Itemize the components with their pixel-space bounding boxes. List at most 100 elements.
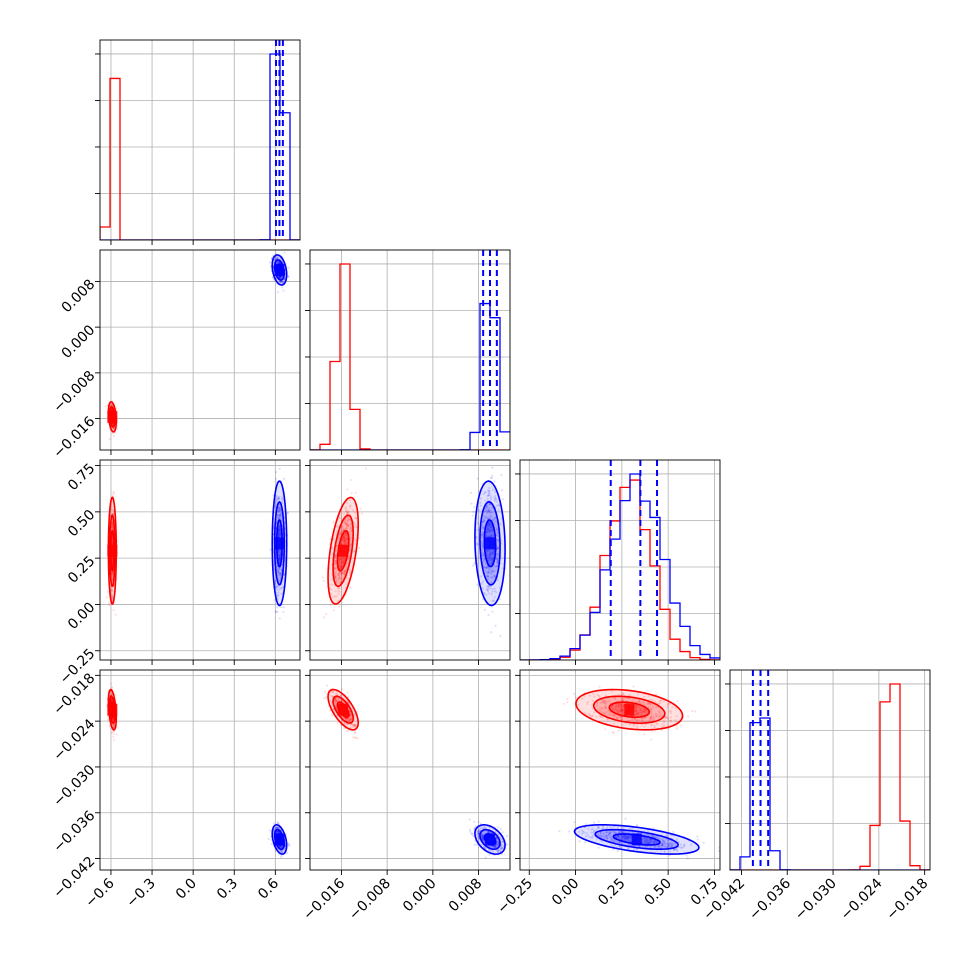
scatter-point <box>278 558 282 561</box>
scatter-point <box>325 695 328 699</box>
scatter-point <box>482 520 485 523</box>
scatter-point <box>485 535 488 538</box>
scatter-point <box>334 692 338 696</box>
scatter-point <box>493 520 497 523</box>
scatter-point <box>348 498 351 502</box>
scatter-point <box>498 504 501 508</box>
scatter-point <box>334 533 337 536</box>
scatter-point <box>110 403 113 406</box>
scatter-point <box>487 566 490 569</box>
scatter-point <box>110 731 113 734</box>
scatter-point <box>500 843 503 846</box>
scatter-point <box>275 586 278 589</box>
scatter-point <box>495 498 498 501</box>
scatter-point <box>278 275 281 279</box>
scatter-point <box>278 276 281 279</box>
contour-line <box>483 519 497 568</box>
scatter-point <box>278 530 281 533</box>
scatter-point <box>487 494 491 497</box>
scatter-point <box>341 524 344 528</box>
scatter-point <box>335 530 339 533</box>
scatter-point <box>489 528 492 532</box>
scatter-point <box>111 493 114 497</box>
scatter-point <box>495 564 498 567</box>
panel-0-3 <box>99 669 301 871</box>
scatter-point <box>342 721 346 725</box>
scatter-point <box>278 257 282 260</box>
scatter-point <box>278 567 281 570</box>
scatter-point <box>497 850 500 853</box>
scatter-point <box>498 597 501 601</box>
scatter-point <box>351 723 354 726</box>
scatter-point <box>499 523 502 526</box>
scatter-point <box>278 509 281 512</box>
scatter-point <box>487 529 490 532</box>
scatter-point <box>488 523 491 526</box>
scatter-point <box>348 556 351 559</box>
scatter-point <box>326 684 329 687</box>
scatter-point <box>488 571 491 574</box>
scatter-point <box>484 566 487 569</box>
scatter-point <box>340 560 343 564</box>
scatter-point <box>111 587 114 591</box>
scatter-point <box>268 261 272 264</box>
scatter-point <box>487 831 490 834</box>
scatter-point <box>278 571 282 575</box>
scatter-point <box>364 467 368 470</box>
scatter-point <box>334 555 337 558</box>
scatter-point <box>493 575 496 578</box>
scatter-point <box>483 519 486 522</box>
scatter-point <box>476 477 479 480</box>
scatter-point <box>484 499 487 502</box>
scatter-point <box>496 553 499 556</box>
scatter-point <box>339 558 342 561</box>
scatter-point <box>282 610 285 614</box>
scatter-point <box>487 510 490 514</box>
scatter-point <box>277 532 280 536</box>
scatter-point <box>473 820 476 824</box>
scatter-point <box>339 694 342 697</box>
scatter-point <box>358 537 361 540</box>
scatter-point <box>110 525 114 528</box>
scatter-point <box>347 524 350 527</box>
scatter-point <box>480 835 484 838</box>
scatter-point <box>490 535 493 538</box>
scatter-point <box>491 548 495 552</box>
scatter-point <box>482 521 485 524</box>
scatter-point <box>338 605 341 608</box>
scatter-point <box>276 826 279 829</box>
scatter-point <box>481 542 484 545</box>
scatter-point <box>338 587 341 590</box>
scatter-point <box>491 519 494 522</box>
scatter-point <box>278 513 282 517</box>
scatter-point <box>481 834 485 837</box>
scatter-point <box>109 682 112 685</box>
scatter-point <box>279 849 282 852</box>
scatter-point <box>280 276 283 280</box>
contour-line <box>474 480 506 607</box>
scatter-point <box>340 572 343 575</box>
scatter-point <box>277 506 280 509</box>
scatter-point <box>110 693 113 696</box>
scatter-point <box>339 532 343 535</box>
scatter-point <box>279 532 282 535</box>
scatter-point <box>492 599 495 602</box>
scatter-point <box>111 526 114 529</box>
scatter-point <box>496 559 499 562</box>
scatter-point <box>352 550 355 553</box>
scatter-point <box>346 691 349 694</box>
scatter-point <box>111 520 114 523</box>
scatter-point <box>287 843 290 847</box>
scatter-point <box>276 610 279 614</box>
contour-line <box>327 688 360 731</box>
scatter-point <box>484 507 488 510</box>
scatter-point <box>348 571 352 574</box>
scatter-point <box>330 588 333 591</box>
scatter-point <box>489 555 492 559</box>
scatter-point <box>336 698 339 701</box>
scatter-point <box>487 559 490 562</box>
scatter-point <box>489 498 493 501</box>
scatter-point <box>496 528 499 532</box>
scatter-point <box>347 557 350 560</box>
scatter-point <box>329 699 332 702</box>
